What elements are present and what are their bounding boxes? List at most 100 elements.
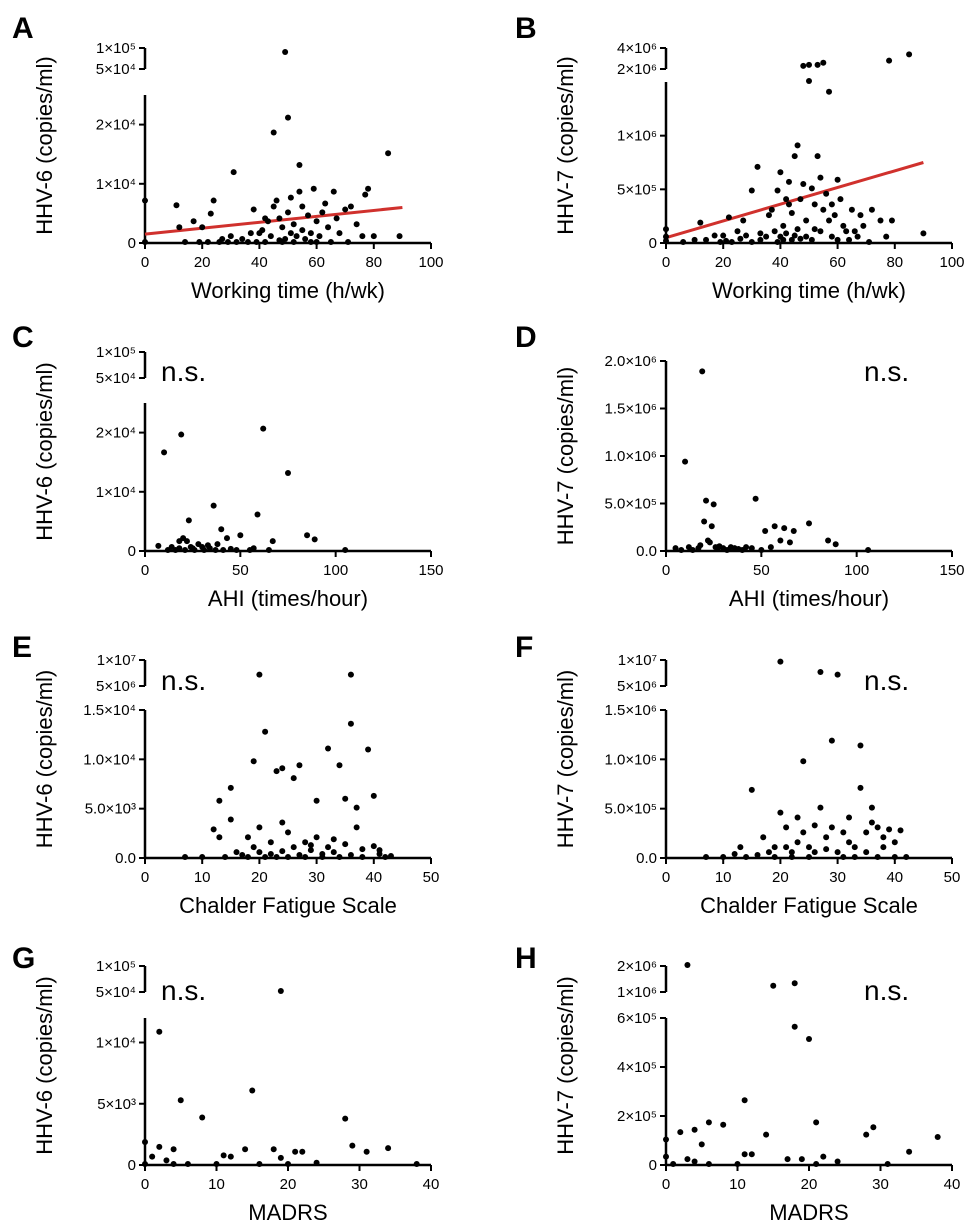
x-tick-label: 0 xyxy=(662,1176,670,1193)
data-point xyxy=(307,239,314,245)
y-tick-label: 0.0 xyxy=(636,543,657,560)
data-point xyxy=(170,1161,177,1167)
data-point xyxy=(785,201,792,208)
data-point xyxy=(920,230,927,237)
data-point xyxy=(828,737,835,744)
data-point xyxy=(774,239,781,245)
data-point xyxy=(396,233,403,240)
data-point xyxy=(370,792,377,799)
data-point xyxy=(691,1158,698,1165)
data-point xyxy=(182,547,189,553)
data-point xyxy=(183,538,190,545)
panel-d: D 0 50 100 150 0.0 5.0×10⁵ 1.0×10⁶ 1.5×10⁶ 2.0×10… xyxy=(515,321,965,611)
data-point xyxy=(347,671,354,678)
data-point xyxy=(834,236,841,243)
data-point xyxy=(176,545,183,552)
data-point xyxy=(224,239,231,245)
data-point xyxy=(244,854,251,860)
data-point xyxy=(777,658,784,665)
data-point xyxy=(783,824,790,831)
data-point xyxy=(743,232,750,239)
data-point xyxy=(325,745,332,752)
data-point xyxy=(299,227,306,234)
data-point xyxy=(888,217,895,224)
y-tick-label: 0.0 xyxy=(636,850,657,867)
data-point xyxy=(199,1114,206,1121)
data-point xyxy=(771,523,778,530)
data-point xyxy=(765,212,772,219)
y-tick-label: 1×10⁴ xyxy=(96,176,136,193)
data-point xyxy=(817,174,824,181)
data-point xyxy=(808,185,815,192)
y-tick-label: 1×10⁴ xyxy=(96,1035,136,1052)
data-point xyxy=(788,236,795,243)
data-point xyxy=(307,847,314,854)
x-tick-label: 50 xyxy=(232,562,249,579)
data-point xyxy=(720,854,727,860)
y-axis-label: HHV-7 (copies/ml) xyxy=(553,670,578,848)
x-tick-label: 0 xyxy=(662,254,670,271)
data-point xyxy=(777,537,784,544)
data-point xyxy=(906,51,913,58)
y-tick-label: 5×10⁶ xyxy=(96,678,136,695)
y-tick-label: 1.5×10⁴ xyxy=(83,702,136,719)
data-point xyxy=(276,215,283,222)
panel-letter: E xyxy=(12,631,32,664)
data-point xyxy=(794,814,801,821)
data-point xyxy=(798,1156,805,1163)
data-point xyxy=(811,226,818,233)
data-point xyxy=(663,1153,669,1160)
data-point xyxy=(353,221,360,228)
x-tick-label: 100 xyxy=(418,254,443,271)
data-point xyxy=(279,224,286,231)
data-point xyxy=(771,854,778,860)
data-point xyxy=(786,539,793,546)
data-point xyxy=(814,153,821,160)
y-tick-label: 2×10⁶ xyxy=(617,958,657,975)
data-point xyxy=(319,854,326,860)
data-point xyxy=(817,228,824,235)
data-point xyxy=(342,547,349,553)
regression-line xyxy=(665,161,924,240)
data-point xyxy=(831,212,838,219)
data-point xyxy=(207,210,214,217)
data-point xyxy=(748,1151,755,1158)
data-point xyxy=(365,746,372,753)
data-point xyxy=(691,236,698,243)
x-tick-label: 50 xyxy=(944,869,961,886)
data-point xyxy=(244,239,251,245)
panel-letter: B xyxy=(515,12,537,45)
x-axis-label: MADRS xyxy=(769,1200,848,1223)
data-point xyxy=(891,854,898,860)
data-point xyxy=(264,218,271,225)
data-point xyxy=(731,851,738,858)
data-point xyxy=(199,854,206,860)
data-point xyxy=(413,1161,420,1167)
data-point xyxy=(768,206,775,213)
x-tick-label: 0 xyxy=(141,1176,149,1193)
data-point xyxy=(296,162,303,169)
panel-b: B 0 20 40 60 80 100 0 5×10⁵ 1×10⁶ 2×10⁶ 4×10⁶ Workin… xyxy=(515,12,965,303)
data-point xyxy=(868,206,875,213)
data-point xyxy=(757,230,764,237)
data-point xyxy=(863,849,870,856)
data-point xyxy=(851,854,858,860)
data-point xyxy=(717,239,724,245)
data-point xyxy=(886,826,893,833)
data-point xyxy=(290,239,297,245)
data-point xyxy=(259,227,266,234)
data-point xyxy=(370,233,377,240)
data-point xyxy=(330,849,337,856)
data-point xyxy=(883,233,890,240)
panel-e: E 0 10 20 30 40 50 0.0 5.0×10³ 1.0×10⁴ 1.5×10⁴ 5×10… xyxy=(12,631,439,918)
data-point xyxy=(282,236,289,243)
data-point xyxy=(741,1097,748,1104)
data-point xyxy=(155,542,162,549)
data-point xyxy=(806,844,812,851)
data-point xyxy=(385,150,392,157)
x-axis-label: Working time (h/wk) xyxy=(191,278,385,303)
data-point xyxy=(273,197,280,204)
data-point xyxy=(342,206,349,213)
data-point xyxy=(860,222,867,229)
